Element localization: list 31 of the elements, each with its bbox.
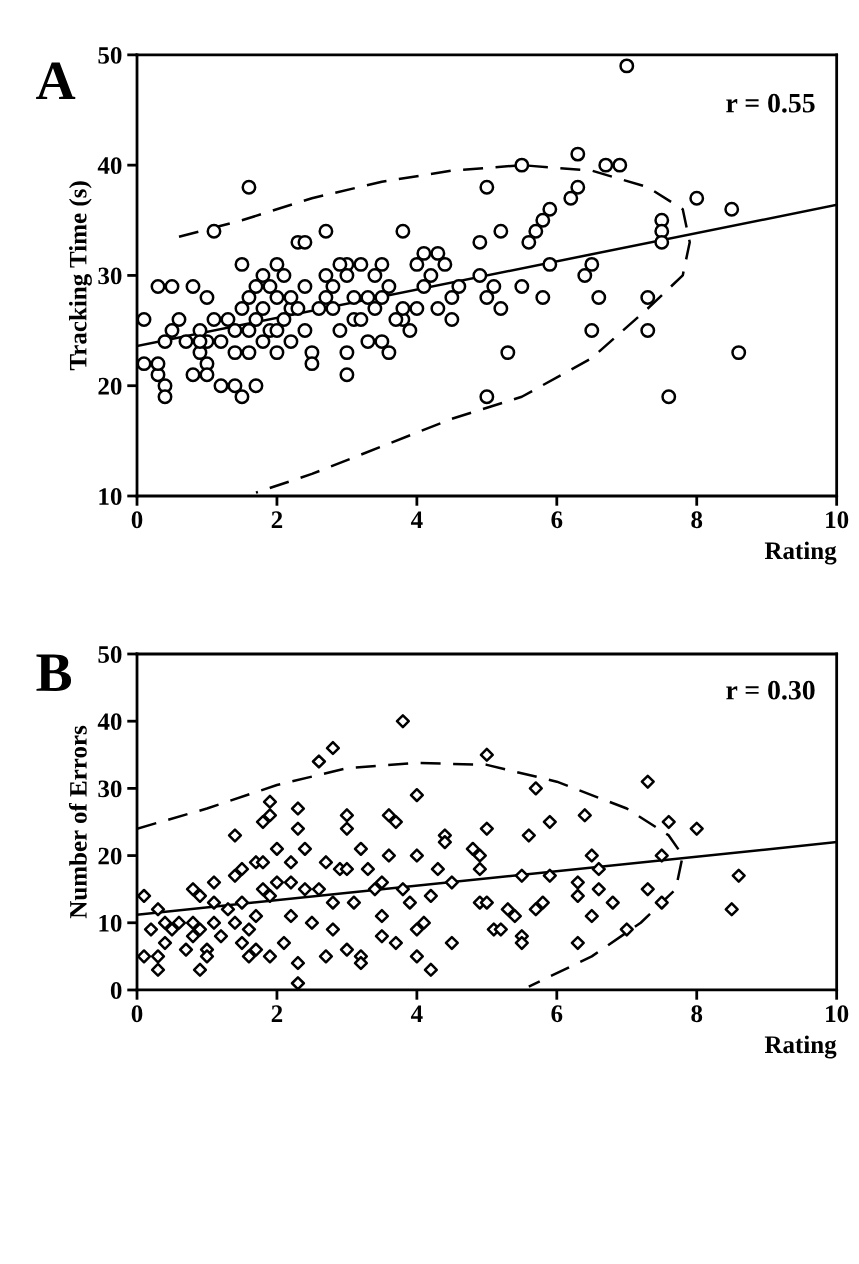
x-tick-label: 6 (551, 1005, 563, 1023)
x-tick-label: 8 (691, 1005, 703, 1023)
y-tick-label: 40 (97, 713, 122, 731)
x-tick-label: 0 (131, 1005, 143, 1023)
x-tick-label: 4 (410, 1005, 423, 1022)
x-tick-label: 2 (271, 1005, 283, 1022)
x-tick-label: 4 (410, 511, 423, 528)
chart-title: B (36, 654, 72, 692)
annotation: r = 0.30 (726, 680, 815, 700)
y-tick-label: 30 (98, 267, 122, 285)
annotation: r = 0.55 (726, 93, 815, 113)
x-tick-label: 8 (691, 511, 703, 529)
y-axis-title: Tracking Time (s) (69, 181, 92, 371)
x-tick-label: 6 (551, 511, 563, 529)
y-axis-title: Number of Errors (68, 725, 87, 919)
y-tick-label: 50 (98, 646, 122, 663)
x-axis-title: Rating (764, 1035, 837, 1059)
y-tick-label: 50 (98, 46, 122, 64)
x-tick-label: 2 (271, 511, 283, 528)
y-tick-label: 10 (99, 488, 122, 505)
x-tick-label: 10 (826, 1005, 849, 1023)
x-tick-label: 0 (131, 511, 143, 529)
x-axis-title: Rating (764, 541, 837, 565)
y-tick-label: 0 (110, 982, 122, 999)
chart-title: A (36, 62, 76, 100)
y-tick-label: 40 (97, 157, 122, 175)
x-tick-label: 10 (826, 511, 849, 529)
y-tick-label: 20 (98, 847, 122, 865)
y-tick-label: 20 (98, 377, 122, 395)
y-tick-label: 10 (99, 914, 122, 932)
y-tick-label: 30 (98, 780, 122, 798)
